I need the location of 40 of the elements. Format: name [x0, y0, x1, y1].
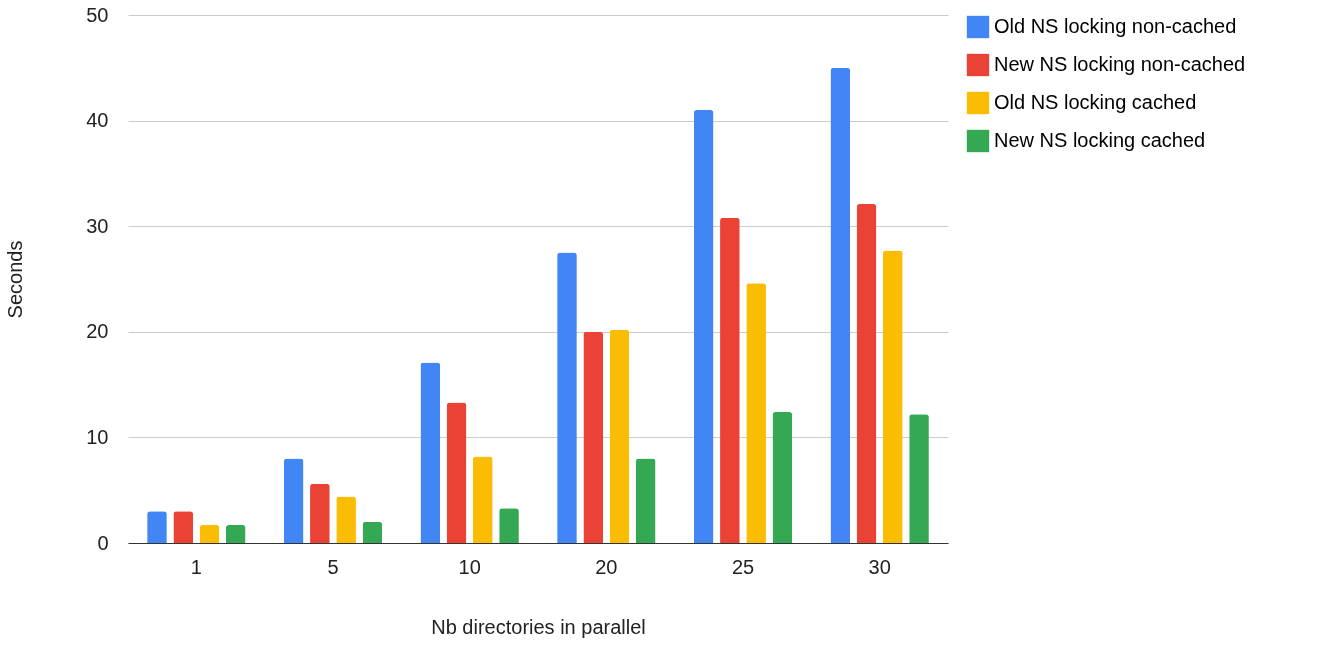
x-tick-label: 20	[595, 555, 618, 578]
legend-label: New NS locking cached	[994, 129, 1206, 151]
bar	[557, 252, 577, 543]
legend-label: Old NS locking cached	[994, 91, 1197, 113]
bar	[336, 496, 356, 543]
y-tick-label: 30	[86, 214, 109, 237]
bar	[882, 250, 903, 543]
x-tick-label: 30	[868, 555, 891, 578]
bar	[772, 412, 793, 543]
bar	[225, 525, 246, 543]
bar	[199, 525, 220, 543]
y-axis-title: Seconds	[4, 240, 27, 319]
y-tick-label: 20	[86, 320, 109, 343]
bar	[635, 458, 656, 543]
y-tick-label: 0	[97, 531, 109, 554]
bar	[472, 456, 493, 543]
legend-label: Old NS locking non-cached	[994, 15, 1237, 37]
x-tick-label: 25	[731, 555, 755, 578]
bar	[446, 402, 467, 543]
bar	[173, 511, 194, 543]
bar	[856, 204, 877, 543]
x-tick-label: 5	[327, 555, 339, 578]
y-tick-label: 50	[86, 3, 109, 26]
bar	[693, 110, 714, 543]
bar	[583, 331, 604, 543]
bar	[310, 483, 330, 543]
y-tick-label: 10	[86, 425, 109, 448]
x-tick-label: 1	[190, 555, 202, 578]
bar	[909, 414, 929, 543]
bar	[609, 329, 630, 543]
legend-label: New NS locking non-cached	[994, 53, 1246, 75]
bar	[283, 458, 304, 543]
bar	[720, 217, 740, 543]
x-axis-title: Nb directories in parallel	[431, 615, 646, 638]
bar	[830, 67, 851, 543]
bar	[362, 521, 383, 543]
y-tick-label: 40	[86, 109, 109, 132]
bar	[746, 283, 766, 543]
bar	[420, 362, 441, 543]
x-tick-label: 10	[458, 555, 481, 578]
